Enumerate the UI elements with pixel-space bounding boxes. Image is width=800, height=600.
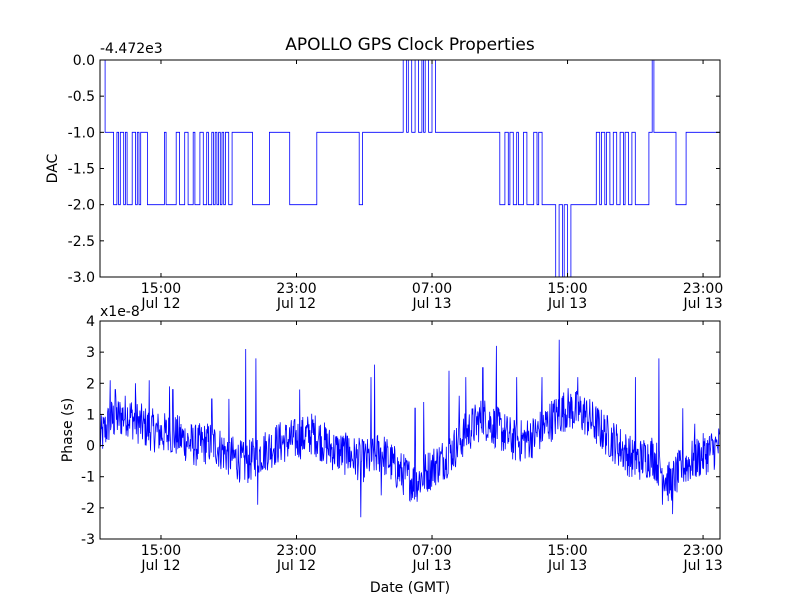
dac-series-line [100,59,720,278]
y-tick-label: -1.0 [68,125,95,141]
phase-y-axis-label: Phase (s) [60,398,76,462]
y-tick-label: -3 [81,532,95,548]
y-tick-label: 2 [86,376,95,392]
y-tick-label: -1 [81,470,95,486]
x-tick-time-label: 23:00 [276,543,316,559]
phase-plot-frame [99,320,721,540]
x-tick-date-label: Jul 12 [276,558,316,574]
dac-y-axis-label: DAC [45,153,61,183]
x-tick-time-label: 23:00 [683,543,723,559]
x-tick-time-label: 15:00 [547,543,587,559]
phase-series-line [99,339,721,518]
y-tick-label: -2 [81,501,95,517]
chart-title: APOLLO GPS Clock Properties [285,35,535,55]
dac-offset-label: -4.472e3 [100,41,163,57]
x-tick-time-label: 23:00 [276,281,316,297]
x-tick-date-label: Jul 13 [411,558,451,574]
dac-panel: -4.472e3 DAC 0.0 -0.5 -1.0 -1.5 -2.0 -2.5 -3.0… [45,41,723,312]
x-tick-date-label: Jul 12 [276,296,316,312]
x-tick-time-label: 07:00 [412,543,452,559]
x-tick-date-label: Jul 13 [682,296,722,312]
y-tick-label: -3.0 [68,270,95,286]
y-tick-label: 0.0 [73,53,95,69]
y-tick-label: -0.5 [68,89,95,105]
x-tick-date-label: Jul 13 [411,296,451,312]
y-tick-label: 1 [86,407,95,423]
x-tick-time-label: 07:00 [412,281,452,297]
x-axis-label: Date (GMT) [370,580,450,596]
x-tick-date-label: Jul 12 [140,296,180,312]
x-tick-date-label: Jul 13 [547,558,587,574]
y-tick-label: -2.0 [68,198,95,214]
x-tick-time-label: 23:00 [683,281,723,297]
x-tick-time-label: 15:00 [141,543,181,559]
x-tick-time-label: 15:00 [141,281,181,297]
y-tick-label: 0 [86,439,95,455]
x-tick-date-label: Jul 13 [682,558,722,574]
y-tick-label: -2.5 [68,234,95,250]
y-tick-label: 3 [86,345,95,361]
y-tick-label: -1.5 [68,162,95,178]
x-tick-time-label: 15:00 [547,281,587,297]
y-tick-label: 4 [86,314,95,330]
x-tick-date-label: Jul 12 [140,558,180,574]
x-tick-date-label: Jul 13 [547,296,587,312]
phase-offset-label: x1e-8 [100,304,140,320]
